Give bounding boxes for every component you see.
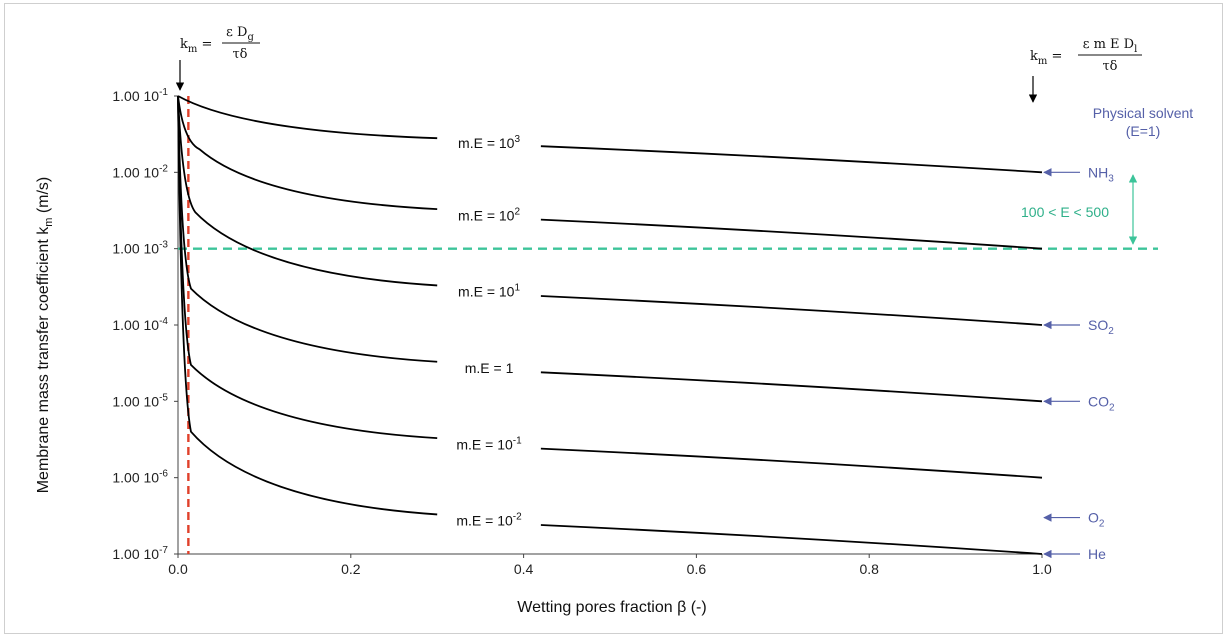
y-tick-label: 1.00 10-7 [112, 545, 168, 562]
band-label: 100 < E < 500 [1021, 204, 1109, 220]
physical-solvent-label: Physical solvent [1093, 105, 1193, 121]
gas-label-nh: NH3 [1088, 164, 1114, 184]
series-line-1-segment-b [540, 145, 1043, 174]
formula-left: km = ε Dg τδ [180, 25, 260, 62]
gas-label-so: SO2 [1088, 317, 1114, 337]
x-axis-title: Wetting pores fraction β (-) [517, 599, 706, 616]
series-line-3-segment-a [177, 95, 438, 287]
formula-right: km = ε m E Dl τδ [1030, 37, 1142, 74]
formula-left-lhs: km = [180, 37, 212, 55]
formula-right-denominator: τδ [1102, 59, 1117, 74]
chart-frame [4, 3, 1223, 634]
series-label-3: m.E = 101 [458, 283, 520, 300]
formula-right-lhs: km = [1030, 49, 1062, 67]
y-tick-label: 1.00 10-2 [112, 163, 168, 180]
series-line-2-segment-b [540, 218, 1043, 250]
y-tick-label: 1.00 10-5 [112, 392, 168, 409]
series-label-5: m.E = 10-1 [456, 435, 522, 452]
series-line-5-segment-b [540, 447, 1043, 479]
series-line-1-segment-a [177, 95, 438, 140]
x-tick-label: 0.4 [514, 561, 534, 577]
gas-labels: NH3 SO2 CO2 O2 He [1043, 164, 1115, 562]
x-tick-label: 0.6 [687, 561, 707, 577]
y-tick-label: 1.00 10-1 [112, 87, 168, 104]
series-labels: m.E = 103 m.E = 102 m.E = 101 m.E = 1 m.E = … [456, 134, 522, 529]
y-tick-label: 1.00 10-3 [112, 240, 168, 257]
gas-label-he: He [1088, 546, 1106, 562]
formula-left-numerator: ε Dg [226, 25, 254, 43]
x-tick-label: 1.0 [1032, 561, 1052, 577]
x-tick-label: 0.8 [859, 561, 879, 577]
series-line-6-segment-a [177, 95, 438, 516]
axes: 0.0 0.2 0.4 0.6 0.8 1.0 1.00 10-1 1.00 10-2 1.00… [112, 87, 1052, 577]
series-group [177, 95, 1043, 555]
formula-left-denominator: τδ [232, 47, 247, 62]
x-tick-label: 0.2 [341, 561, 361, 577]
gas-label-o: O2 [1088, 510, 1105, 530]
series-line-3-segment-b [540, 295, 1043, 326]
series-line-4-segment-b [540, 371, 1043, 403]
series-line-6-segment-b [540, 524, 1043, 555]
x-tick-label: 0.0 [168, 561, 188, 577]
y-tick-label: 1.00 10-4 [112, 316, 168, 333]
formula-right-numerator: ε m E Dl [1083, 37, 1138, 55]
physical-solvent-sublabel: (E=1) [1126, 123, 1161, 139]
series-label-2: m.E = 102 [458, 206, 520, 223]
series-line-2-segment-a [177, 95, 438, 210]
series-label-1: m.E = 103 [458, 134, 520, 151]
reference-lines [178, 96, 1158, 554]
y-axis-title: Membrane mass transfer coefficient km (m… [35, 177, 55, 494]
series-label-4: m.E = 1 [465, 360, 514, 376]
series-line-4-segment-a [177, 95, 438, 363]
gas-label-co: CO2 [1088, 393, 1115, 413]
series-label-6: m.E = 10-2 [456, 512, 522, 529]
y-tick-label: 1.00 10-6 [112, 469, 168, 486]
